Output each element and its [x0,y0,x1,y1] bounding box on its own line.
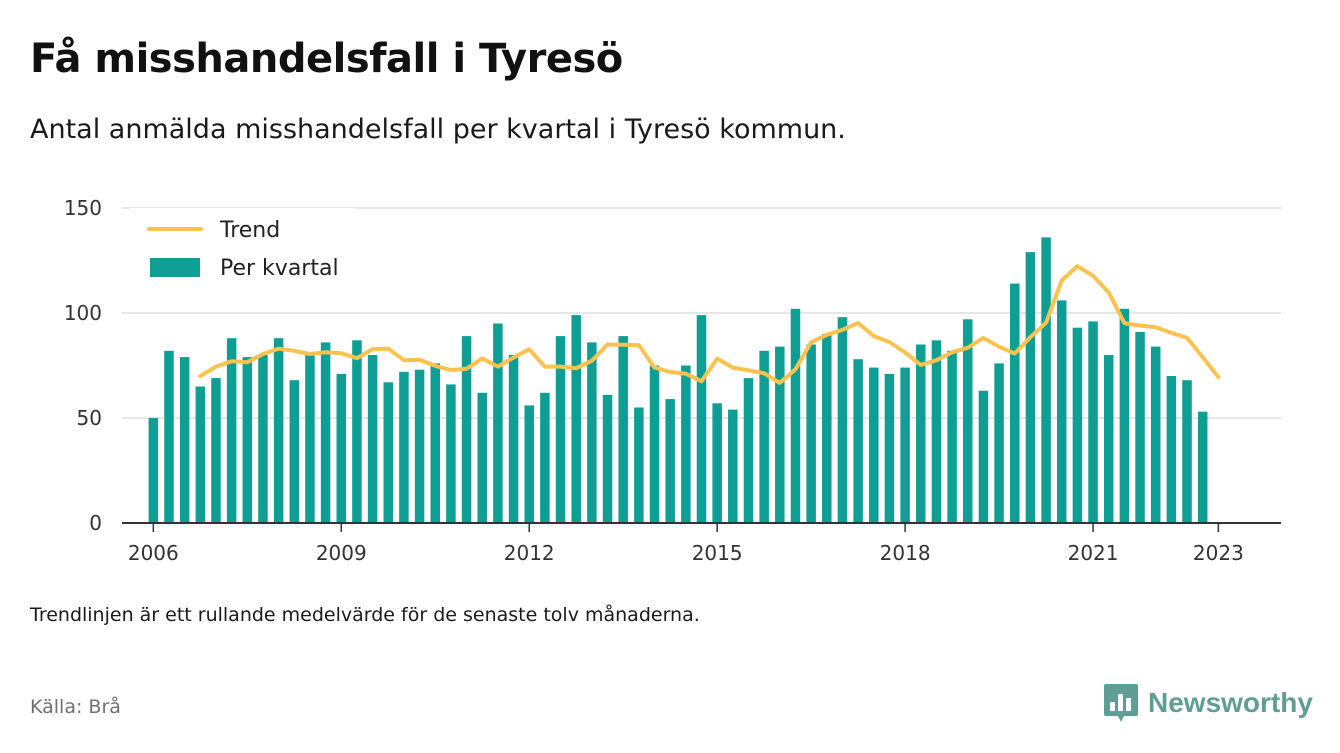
bar [618,336,628,523]
bar [1009,283,1020,523]
bar [853,359,863,523]
bar [383,382,394,523]
bar [211,378,221,523]
bar [446,384,456,523]
bar [1119,308,1130,523]
bar [587,342,597,523]
legend-bar-swatch [150,258,200,277]
bar [712,403,722,523]
bar [399,371,409,523]
bar [963,319,973,523]
bar [728,409,738,523]
bar [242,357,253,523]
bar-series [148,237,1208,523]
bar [1041,237,1051,523]
bar [947,350,957,523]
bar [571,315,581,523]
bar [493,323,503,523]
bar [336,373,347,523]
bar [367,355,378,523]
bar [696,315,707,523]
bar [931,340,942,523]
bar [1088,321,1098,523]
bar [1166,376,1177,523]
bar [1072,327,1083,523]
bar [1150,346,1161,523]
bar [195,386,206,523]
y-tick-label: 50 [77,406,102,430]
bar [649,365,660,523]
y-tick-label: 100 [64,301,102,325]
bar [352,340,362,523]
y-tick-label: 150 [64,196,102,220]
bar [226,338,237,523]
bar [1135,331,1145,523]
bar [555,336,566,523]
bar [508,355,519,523]
brand-name: Newsworthy [1148,687,1313,718]
bar [1056,300,1067,523]
bar [1182,380,1192,523]
x-tick-label: 2006 [128,541,179,565]
bar [1103,355,1114,523]
chart-canvas: 0 50 100 150 2006 2009 2012 2015 2018 2021 2023 Tre… [64,196,1281,565]
bar [320,342,331,523]
bar [665,399,675,523]
bar [775,346,785,523]
bar [430,363,440,523]
bar [148,418,159,523]
bar [305,355,315,523]
bar [164,350,174,523]
chart-note: Trendlinjen är ett rullande medelvärde f… [30,604,700,626]
bar [869,367,879,523]
bar [273,338,284,523]
bar [916,344,926,523]
bar [634,407,644,523]
bar [289,380,300,523]
bar [994,363,1004,523]
x-tick-label: 2015 [692,541,743,565]
bar [743,378,754,523]
bar [884,373,895,523]
bar [179,357,190,523]
bar [414,369,425,523]
bar [837,317,848,523]
y-tick-label: 0 [89,511,102,535]
bar [524,405,534,523]
source-label: Källa: Brå [30,696,121,718]
x-tick-label: 2012 [504,541,555,565]
legend-label-trend: Trend [219,218,280,243]
x-tick-label: 2009 [316,541,367,565]
bar [806,344,816,523]
bar [258,355,268,523]
bar [540,392,550,523]
bar [461,336,472,523]
x-tick-label: 2021 [1068,541,1119,565]
brand-logo[interactable]: Newsworthy [1102,682,1313,724]
x-tick-label: 2018 [880,541,931,565]
legend-box [130,208,355,292]
bar [822,334,832,523]
bar [978,390,989,523]
bar [1025,252,1036,523]
x-tick-label: 2023 [1193,541,1244,565]
bar [900,367,910,523]
newsworthy-logo-icon [1104,684,1138,722]
legend-label-per-kvartal: Per kvartal [220,256,339,281]
chart-subtitle: Antal anmälda misshandelsfall per kvarta… [30,114,846,145]
bar [1197,411,1208,523]
chart-title: Få misshandelsfall i Tyresö [30,36,623,82]
trend-line [198,264,1221,385]
bar [759,350,769,523]
bar [602,394,613,523]
bar [477,392,487,523]
bar [681,365,691,523]
bar [790,308,801,523]
